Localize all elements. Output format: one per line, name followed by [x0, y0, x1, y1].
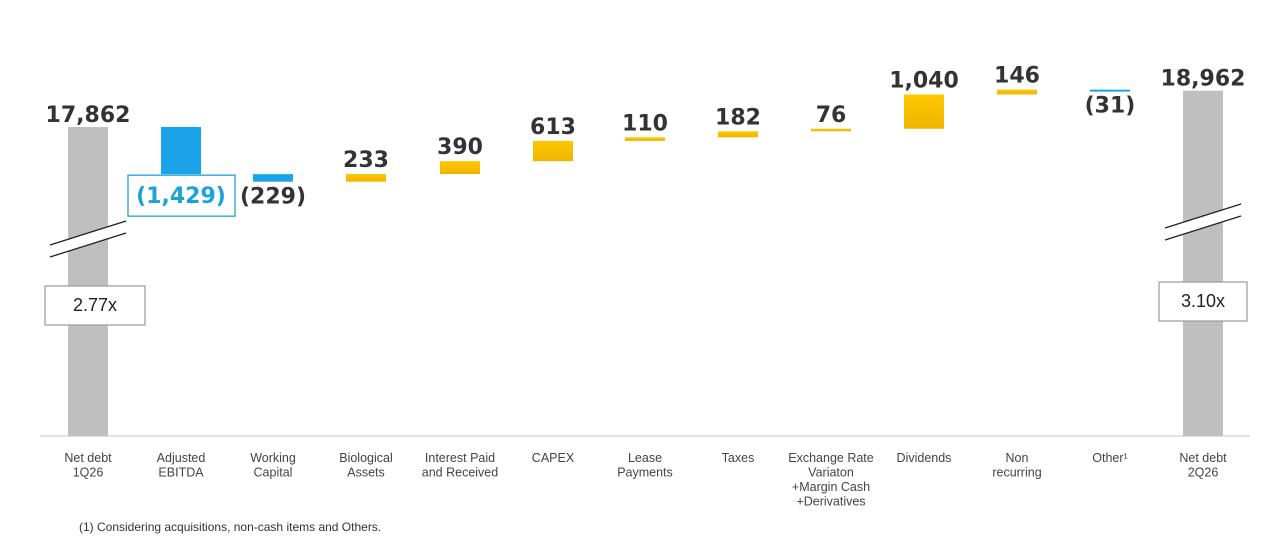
- bar-decrease: [161, 127, 201, 175]
- category-label: Lease Payments: [617, 451, 673, 480]
- data-label: 76: [816, 103, 847, 128]
- data-label: 390: [437, 135, 483, 160]
- data-label: 182: [715, 105, 761, 130]
- bar-increase: [533, 140, 573, 162]
- data-label: 613: [530, 115, 576, 140]
- leverage-label: 2.77x: [73, 295, 117, 315]
- data-label: (31): [1085, 94, 1136, 119]
- bar-total: [1183, 90, 1223, 436]
- axis-break-line: [1164, 215, 1242, 241]
- data-label: 146: [994, 64, 1040, 89]
- data-label: 110: [622, 111, 668, 136]
- axis-break-line: [49, 220, 127, 246]
- bar-increase: [718, 131, 758, 138]
- axis-break-gap: [48, 221, 128, 257]
- data-label: 233: [343, 148, 389, 173]
- bar-decrease: [253, 174, 293, 182]
- data-label: (1,429): [136, 184, 226, 209]
- category-label: Other¹: [1092, 451, 1127, 465]
- category-label: Net debt 1Q26: [64, 451, 112, 480]
- highlight-box: [127, 174, 236, 217]
- data-label: 1,040: [889, 68, 959, 93]
- bar-increase: [811, 128, 851, 132]
- axis-break-gap: [1163, 204, 1243, 240]
- axis-break-line: [49, 232, 127, 258]
- data-label: 18,962: [1161, 67, 1246, 92]
- category-label: Exchange Rate Variaton +Margin Cash +Deriva…: [788, 451, 874, 509]
- bar-total: [68, 127, 108, 436]
- bar-increase: [904, 94, 944, 129]
- bar-decrease: [1090, 89, 1130, 92]
- category-label: Net debt 2Q26: [1179, 451, 1227, 480]
- leverage-box: [44, 285, 146, 326]
- bar-increase: [440, 161, 480, 175]
- category-label: CAPEX: [532, 451, 575, 465]
- category-label: Taxes: [722, 451, 755, 465]
- data-label: 17,862: [46, 103, 131, 128]
- category-label: Non recurring: [992, 451, 1041, 480]
- category-label: Working Capital: [250, 451, 296, 480]
- leverage-box: [1158, 281, 1248, 322]
- category-label: Dividends: [897, 451, 952, 465]
- bar-increase: [625, 137, 665, 141]
- category-label: Adjusted EBITDA: [157, 451, 206, 480]
- category-label: Biological Assets: [339, 451, 393, 480]
- bar-increase: [997, 89, 1037, 95]
- leverage-label: 3.10x: [1181, 291, 1225, 311]
- axis-break-line: [1164, 203, 1242, 229]
- category-label: Interest Paid and Received: [422, 451, 498, 480]
- data-label: (229): [240, 185, 306, 210]
- footnote: (1) Considering acquisitions, non-cash i…: [79, 520, 382, 534]
- bar-increase: [346, 174, 386, 182]
